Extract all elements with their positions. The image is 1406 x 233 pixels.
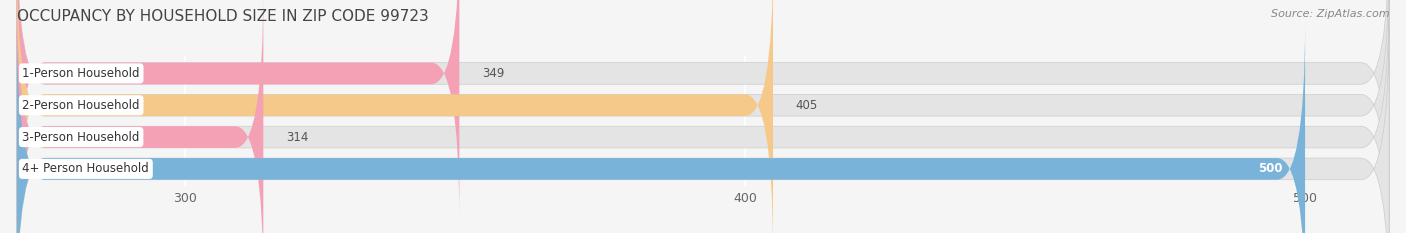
Text: OCCUPANCY BY HOUSEHOLD SIZE IN ZIP CODE 99723: OCCUPANCY BY HOUSEHOLD SIZE IN ZIP CODE … [17, 9, 429, 24]
Text: 4+ Person Household: 4+ Person Household [22, 162, 149, 175]
Text: 3-Person Household: 3-Person Household [22, 130, 139, 144]
FancyBboxPatch shape [17, 21, 1305, 233]
Text: 349: 349 [482, 67, 505, 80]
FancyBboxPatch shape [17, 0, 263, 233]
Bar [17, 63, 460, 84]
FancyBboxPatch shape [17, 0, 1389, 233]
Text: 314: 314 [285, 130, 308, 144]
FancyBboxPatch shape [17, 21, 1389, 233]
Text: 2-Person Household: 2-Person Household [22, 99, 141, 112]
FancyBboxPatch shape [17, 0, 1389, 222]
Text: 1-Person Household: 1-Person Household [22, 67, 141, 80]
FancyBboxPatch shape [17, 0, 1389, 233]
FancyBboxPatch shape [17, 0, 460, 222]
Bar [17, 94, 773, 116]
Text: 405: 405 [796, 99, 818, 112]
Text: Source: ZipAtlas.com: Source: ZipAtlas.com [1271, 9, 1389, 19]
Text: 500: 500 [1258, 162, 1282, 175]
Bar [17, 126, 263, 148]
Bar [17, 158, 1305, 180]
FancyBboxPatch shape [17, 0, 773, 233]
